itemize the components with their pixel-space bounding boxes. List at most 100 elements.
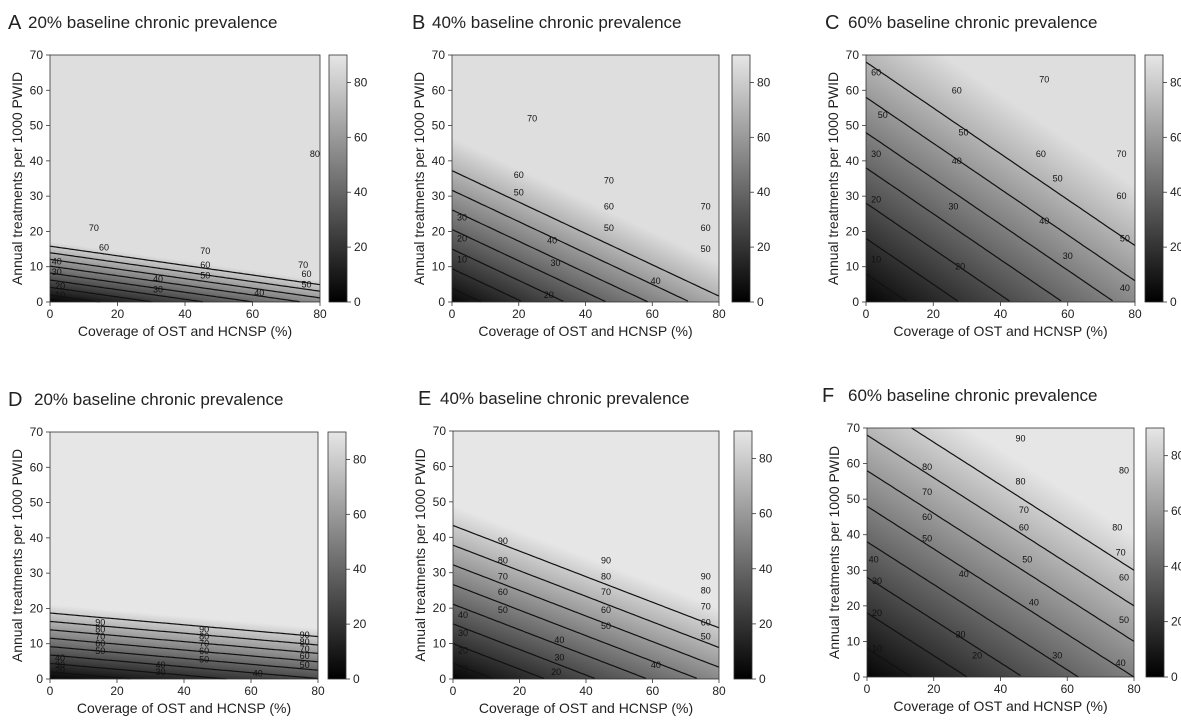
x-tick-label: 20 — [111, 307, 125, 321]
y-tick-label: 0 — [36, 672, 43, 686]
contour-label: 60 — [514, 170, 524, 180]
contour-line-10 — [451, 287, 482, 303]
colorbar-tick-label: 60 — [353, 507, 367, 521]
contour-line-60 — [865, 96, 1136, 282]
colorbar-tick-label: 40 — [353, 562, 367, 576]
colorbar-tick-label: 0 — [354, 295, 361, 309]
contour-label: 70 — [601, 587, 611, 597]
y-tick-label: 50 — [30, 119, 44, 133]
colorbar-tick-label: 20 — [1170, 240, 1181, 254]
panel-title: 60% baseline chronic prevalence — [848, 13, 1098, 32]
contour-label: 60 — [1036, 149, 1046, 159]
contour-label: 40 — [1120, 283, 1130, 293]
y-tick-label: 50 — [433, 495, 447, 509]
x-tick-label: 60 — [1061, 307, 1075, 321]
heatmap-surface — [866, 55, 1135, 302]
contour-label: 60 — [701, 617, 711, 627]
contour-label: 60 — [99, 242, 109, 252]
colorbar-tick-label: 80 — [1171, 449, 1181, 463]
x-tick-label: 40 — [178, 307, 192, 321]
x-tick-label: 60 — [246, 307, 260, 321]
contour-label: 50 — [199, 655, 209, 665]
chart-panel-f: 80 80 80 70 70 70 60 60 60 50 50 40 40 40 30 30 20 20 10 90… — [822, 385, 1181, 714]
x-axis-label: Coverage of OST and HCNSP (%) — [77, 700, 291, 716]
contour-label: 70 — [604, 175, 614, 185]
contour-label: 50 — [604, 223, 614, 233]
contour-label: 50 — [878, 110, 888, 120]
contour-line-30 — [452, 623, 596, 680]
contour-label: 50 — [601, 621, 611, 631]
contour-label: 70 — [300, 644, 310, 654]
contour-label: 70 — [1019, 505, 1029, 515]
colorbar — [731, 54, 751, 303]
contour-label: 30 — [52, 267, 62, 277]
colorbar-tick-label: 0 — [1171, 670, 1178, 684]
y-tick-label: 70 — [846, 48, 860, 62]
contour-label: 20 — [972, 651, 982, 661]
contour-label: 40 — [651, 660, 661, 670]
contour-label: 30 — [458, 628, 468, 638]
contour-label: 30 — [55, 660, 65, 670]
contour-label: 70 — [95, 632, 105, 642]
y-tick-label: 50 — [846, 119, 860, 133]
y-tick-label: 40 — [30, 154, 44, 168]
y-tick-label: 60 — [846, 83, 860, 97]
contour-label: 50 — [1120, 233, 1130, 243]
x-tick-label: 20 — [927, 682, 941, 696]
contour-label: 30 — [871, 149, 881, 159]
contour-line-10 — [49, 294, 100, 303]
contour-label: 10 — [55, 290, 65, 300]
contour-label: 30 — [153, 285, 163, 295]
contour-label: 40 — [52, 256, 62, 266]
contour-line-40 — [452, 603, 647, 679]
contour-label: 90 — [601, 555, 611, 565]
contour-label: 40 — [153, 274, 163, 284]
x-tick-label: 0 — [449, 307, 456, 321]
contour-label: 30 — [872, 576, 882, 586]
contour-label: 50 — [498, 605, 508, 615]
y-axis-label: Annual treatments per 1000 PWID — [9, 72, 25, 285]
contour-label: 60 — [701, 223, 711, 233]
x-tick-label: 60 — [646, 684, 660, 698]
colorbar-tick-label: 60 — [757, 130, 771, 144]
contour-label: 60 — [1119, 572, 1129, 582]
contour-label: 20 — [544, 290, 554, 300]
contour-label: 80 — [199, 632, 209, 642]
x-tick-label: 0 — [47, 307, 54, 321]
contour-line-20 — [866, 612, 968, 678]
contour-line-60 — [451, 189, 689, 302]
contour-label: 70 — [701, 601, 711, 611]
contour-label: 80 — [310, 149, 320, 159]
contour-label: 90 — [95, 618, 105, 628]
contour-label: 50 — [95, 646, 105, 656]
contour-label: 40 — [651, 276, 661, 286]
contour-label: 80 — [300, 637, 310, 647]
contour-label: 50 — [300, 660, 310, 670]
contour-label: 70 — [701, 202, 711, 212]
contour-label: 30 — [1063, 251, 1073, 261]
contour-line-70 — [866, 434, 1135, 607]
x-axis-label: Coverage of OST and HCNSP (%) — [893, 698, 1107, 714]
y-tick-label: 50 — [847, 492, 861, 506]
panel-title: 60% baseline chronic prevalence — [848, 386, 1098, 405]
y-tick-label: 0 — [36, 295, 43, 309]
contour-line-40 — [865, 167, 1062, 302]
x-tick-label: 80 — [712, 684, 726, 698]
heatmap-surface — [50, 432, 318, 679]
x-tick-label: 80 — [1128, 307, 1142, 321]
contour-line-10 — [865, 273, 907, 302]
contour-label: 10 — [55, 670, 65, 680]
contour-label: 80 — [601, 571, 611, 581]
contour-line-60 — [49, 258, 321, 299]
contour-label: 70 — [527, 114, 537, 124]
x-tick-label: 0 — [864, 682, 871, 696]
y-tick-label: 0 — [438, 295, 445, 309]
y-tick-label: 10 — [433, 637, 447, 651]
x-tick-label: 20 — [513, 684, 527, 698]
colorbar-tick-label: 0 — [757, 295, 764, 309]
contour-label: 60 — [1117, 191, 1127, 201]
contour-label: 60 — [922, 512, 932, 522]
contour-line-70 — [865, 61, 1136, 246]
colorbar-tick-label: 20 — [1171, 615, 1181, 629]
